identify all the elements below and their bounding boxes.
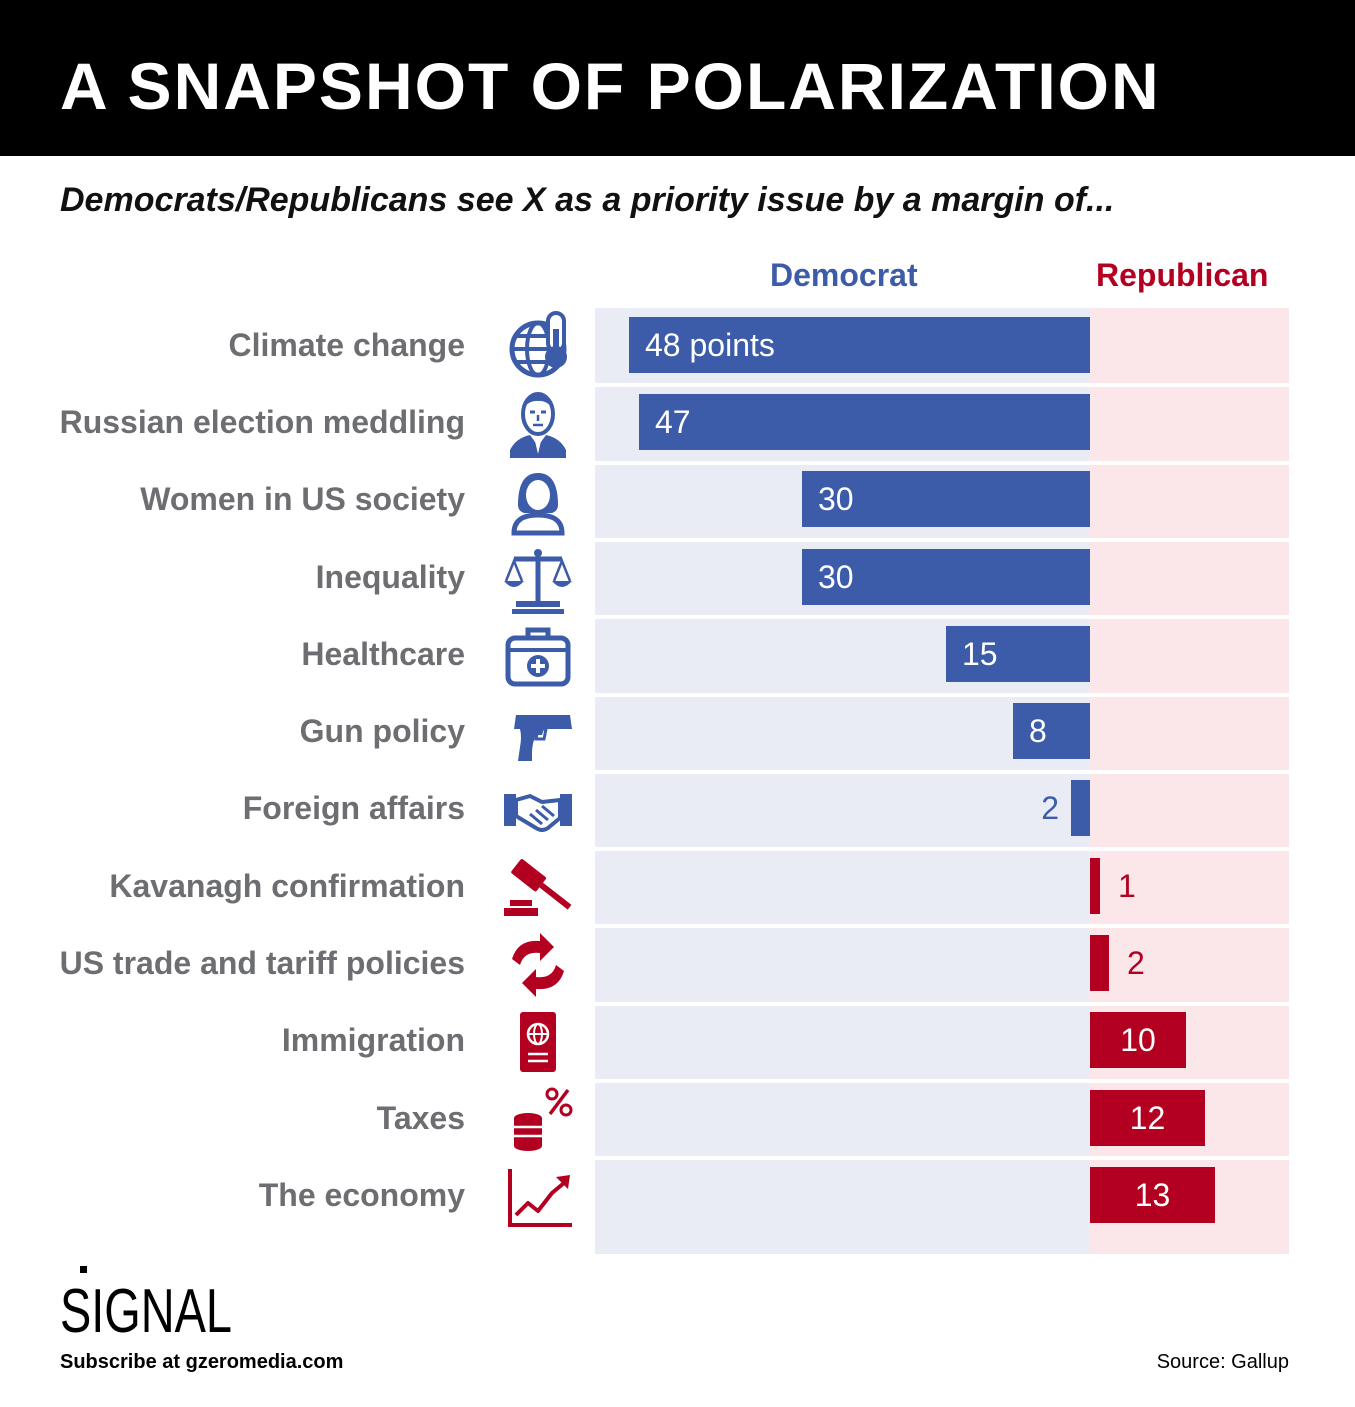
category-label: Inequality [315, 559, 465, 595]
passport-icon [494, 1006, 582, 1078]
row-separator [595, 693, 1289, 697]
handshake-icon [494, 774, 582, 846]
data-label: 13 [1134, 1177, 1171, 1213]
pistol-icon [494, 697, 582, 769]
row-separator [595, 1156, 1289, 1160]
scales-icon [494, 543, 582, 615]
data-label: 30 [818, 559, 854, 595]
globe-thermometer-icon [494, 311, 582, 383]
gavel-icon [494, 852, 582, 924]
header-bar: A SNAPSHOT OF POLARIZATION [0, 0, 1355, 156]
democrat-background [595, 308, 1090, 1254]
category-label: US trade and tariff policies [59, 945, 465, 981]
woman-icon [494, 465, 582, 537]
trade-arrows-icon [494, 929, 582, 1001]
democrat-bar [1071, 780, 1090, 836]
data-label: 48 points [645, 327, 775, 363]
democrat-bar [946, 626, 1090, 682]
republican-bar [1090, 858, 1100, 914]
chart-title: A SNAPSHOT OF POLARIZATION [60, 49, 1161, 123]
signal-logo: SIGNAL [60, 1266, 232, 1342]
row-separator [595, 847, 1289, 851]
category-label: Climate change [228, 327, 465, 363]
row-separator [595, 1079, 1289, 1083]
democrat-bar [629, 317, 1090, 373]
signal-logo-text: SIGNAL [60, 1277, 232, 1342]
category-label: Healthcare [301, 636, 465, 672]
category-label: Kavanagh confirmation [109, 868, 465, 904]
category-label: Taxes [376, 1100, 465, 1136]
medical-kit-icon [494, 620, 582, 692]
data-label: 2 [1041, 790, 1059, 826]
data-label: 47 [655, 404, 691, 440]
republican-bar [1090, 1167, 1215, 1223]
row-separator [595, 770, 1289, 774]
row-separator [595, 1002, 1289, 1006]
category-label: Immigration [281, 1022, 465, 1058]
democrat-bar [1013, 703, 1090, 759]
data-label: 2 [1127, 945, 1145, 981]
data-label: 15 [962, 636, 998, 672]
data-label: 1 [1118, 868, 1136, 904]
legend-republican: Republican [1096, 257, 1269, 293]
chart-subtitle: Democrats/Republicans see X as a priorit… [60, 181, 1115, 219]
coins-percent-icon [494, 1084, 582, 1156]
republican-bar [1090, 1090, 1205, 1146]
category-label: Gun policy [299, 713, 465, 749]
category-label: Foreign affairs [242, 790, 465, 826]
row-separator [595, 615, 1289, 619]
democrat-bar [802, 471, 1090, 527]
data-label: 12 [1129, 1100, 1166, 1136]
data-label: 8 [1029, 713, 1047, 749]
data-label: 30 [818, 481, 854, 517]
republican-bar [1090, 935, 1109, 991]
subscribe-link[interactable]: Subscribe at gzeromedia.com [60, 1351, 344, 1373]
rising-chart-icon [494, 1161, 582, 1233]
row-separator [595, 383, 1289, 387]
data-label: 10 [1120, 1022, 1156, 1058]
category-label: Women in US society [140, 481, 465, 517]
category-label: The economy [258, 1177, 465, 1213]
row-separator [595, 538, 1289, 542]
source-note: Source: Gallup [1156, 1351, 1289, 1373]
republican-bar [1090, 1012, 1186, 1068]
category-label: Russian election meddling [59, 404, 465, 440]
democrat-bar [639, 394, 1090, 450]
democrat-bar [802, 549, 1090, 605]
row-separator [595, 924, 1289, 928]
putin-portrait-icon [494, 388, 582, 460]
legend-democrat: Democrat [770, 257, 918, 293]
row-separator [595, 461, 1289, 465]
